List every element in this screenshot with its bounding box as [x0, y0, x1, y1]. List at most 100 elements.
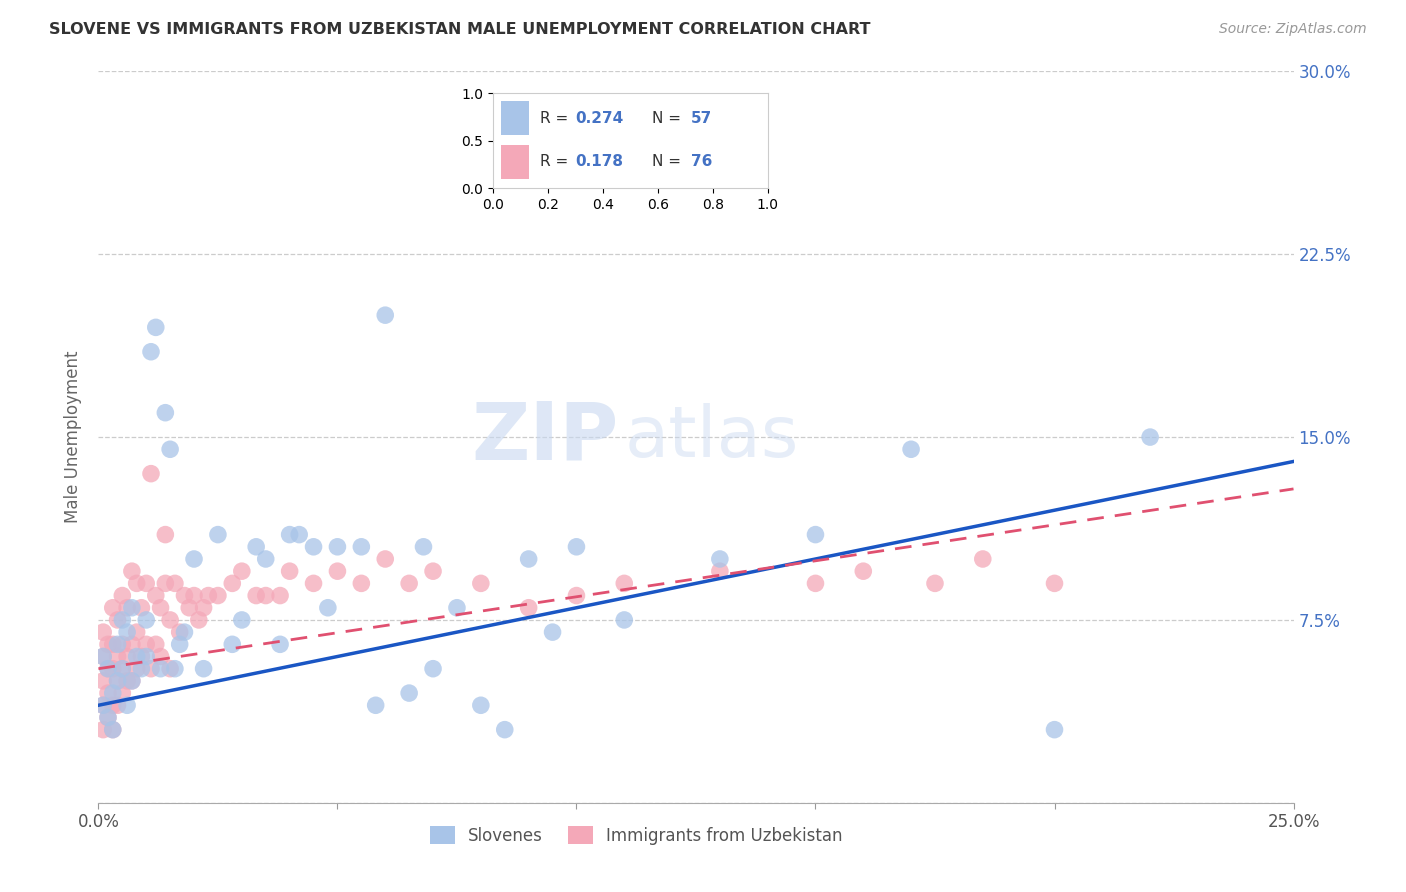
Point: [111, 589, 134, 603]
Point: [91, 698, 114, 713]
Point: [91, 673, 114, 688]
Point: [350, 540, 373, 554]
Point: [101, 723, 124, 737]
Point: [187, 613, 209, 627]
Point: [145, 320, 167, 334]
Point: [197, 589, 219, 603]
Point: [101, 600, 124, 615]
Point: [374, 308, 396, 322]
Point: [350, 576, 373, 591]
Point: [97, 662, 120, 676]
Point: [159, 442, 181, 457]
Point: [193, 600, 215, 615]
Point: [149, 662, 172, 676]
Point: [565, 589, 588, 603]
Point: [278, 564, 301, 578]
Point: [107, 649, 129, 664]
Point: [91, 723, 114, 737]
Point: [101, 637, 124, 651]
Point: [269, 589, 291, 603]
Point: [302, 540, 325, 554]
Point: [155, 406, 177, 420]
Point: [422, 564, 444, 578]
Point: [804, 527, 827, 541]
Point: [517, 552, 540, 566]
Point: [125, 662, 148, 676]
Point: [207, 589, 229, 603]
Point: [155, 527, 177, 541]
Point: [121, 637, 143, 651]
Point: [163, 662, 186, 676]
Point: [97, 686, 120, 700]
Point: [221, 637, 243, 651]
Point: [149, 649, 172, 664]
Point: [302, 576, 325, 591]
Point: [115, 649, 138, 664]
Point: [517, 600, 540, 615]
Point: [972, 552, 994, 566]
Point: [115, 625, 138, 640]
Point: [97, 710, 120, 724]
Point: [1139, 430, 1161, 444]
Point: [111, 662, 134, 676]
Point: [125, 576, 148, 591]
Point: [91, 649, 114, 664]
Point: [115, 600, 138, 615]
Point: [183, 589, 205, 603]
Point: [97, 710, 120, 724]
Point: [412, 540, 434, 554]
Point: [326, 540, 349, 554]
Text: Source: ZipAtlas.com: Source: ZipAtlas.com: [1219, 22, 1367, 37]
Point: [145, 589, 167, 603]
Point: [97, 662, 120, 676]
Text: ZIP: ZIP: [471, 398, 619, 476]
Point: [163, 576, 186, 591]
Point: [183, 552, 205, 566]
Point: [121, 673, 143, 688]
Point: [107, 613, 129, 627]
Point: [398, 576, 420, 591]
Point: [131, 662, 153, 676]
Point: [91, 698, 114, 713]
Point: [169, 625, 191, 640]
Point: [97, 637, 120, 651]
Point: [111, 637, 134, 651]
Point: [231, 564, 253, 578]
Point: [145, 637, 167, 651]
Point: [121, 673, 143, 688]
Point: [135, 613, 157, 627]
Point: [125, 625, 148, 640]
Text: SLOVENE VS IMMIGRANTS FROM UZBEKISTAN MALE UNEMPLOYMENT CORRELATION CHART: SLOVENE VS IMMIGRANTS FROM UZBEKISTAN MA…: [49, 22, 870, 37]
Point: [207, 527, 229, 541]
Point: [101, 723, 124, 737]
Point: [121, 600, 143, 615]
Point: [131, 649, 153, 664]
Point: [269, 637, 291, 651]
Point: [924, 576, 946, 591]
Point: [446, 600, 468, 615]
Point: [111, 662, 134, 676]
Point: [852, 564, 875, 578]
Point: [139, 467, 162, 481]
Point: [613, 576, 636, 591]
Point: [107, 673, 129, 688]
Point: [139, 662, 162, 676]
Point: [125, 649, 148, 664]
Point: [139, 344, 162, 359]
Point: [364, 698, 387, 713]
Point: [111, 686, 134, 700]
Point: [565, 540, 588, 554]
Point: [91, 625, 114, 640]
Point: [107, 698, 129, 713]
Point: [245, 589, 267, 603]
Point: [131, 600, 153, 615]
Point: [231, 613, 253, 627]
Point: [709, 552, 731, 566]
Point: [1043, 723, 1066, 737]
Point: [135, 649, 157, 664]
Point: [101, 686, 124, 700]
Point: [149, 600, 172, 615]
Point: [709, 564, 731, 578]
Point: [101, 698, 124, 713]
Point: [135, 576, 157, 591]
